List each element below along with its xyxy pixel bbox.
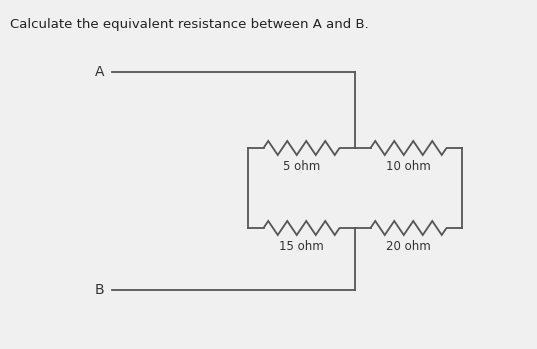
Text: B: B: [95, 283, 104, 297]
Text: 10 ohm: 10 ohm: [386, 160, 431, 173]
Text: 15 ohm: 15 ohm: [279, 240, 324, 253]
Text: A: A: [95, 65, 104, 79]
Text: Calculate the equivalent resistance between A and B.: Calculate the equivalent resistance betw…: [10, 18, 369, 31]
Text: 20 ohm: 20 ohm: [386, 240, 431, 253]
Text: 5 ohm: 5 ohm: [283, 160, 320, 173]
